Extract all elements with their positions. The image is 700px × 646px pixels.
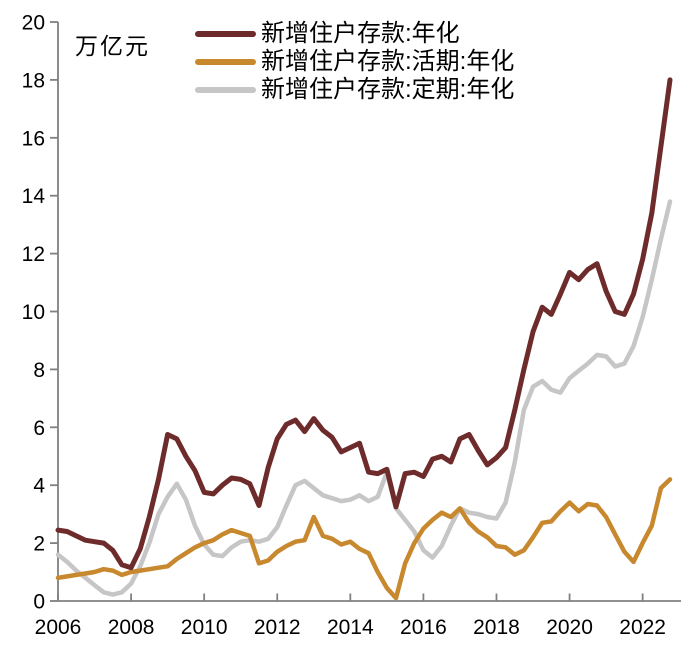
- x-tick-label: 2020: [546, 616, 593, 639]
- y-tick-label: 12: [22, 243, 45, 266]
- y-tick-label: 6: [33, 417, 45, 440]
- x-tick-label: 2016: [400, 616, 447, 639]
- x-tick-label: 2010: [181, 616, 228, 639]
- x-tick-label: 2014: [327, 616, 374, 639]
- x-tick-label: 2018: [473, 616, 520, 639]
- x-tick-label: 2022: [619, 616, 666, 639]
- y-tick-label: 8: [33, 359, 45, 382]
- legend-label-annual: 新增住户存款:年化: [261, 20, 460, 47]
- legend-line-swatch-demand: [195, 59, 256, 65]
- legend-item-time: 新增住户存款:定期:年化: [195, 76, 514, 104]
- x-tick-label: 2006: [35, 616, 82, 639]
- series-line-0: [55, 77, 673, 571]
- legend-line-swatch-annual: [195, 31, 256, 37]
- y-tick-label: 20: [22, 12, 45, 35]
- y-tick-label: 2: [33, 533, 45, 556]
- legend: 新增住户存款:年化 新增住户存款:活期:年化 新增住户存款:定期:年化: [195, 20, 514, 104]
- legend-item-demand: 新增住户存款:活期:年化: [195, 48, 514, 76]
- y-tick-label: 4: [33, 475, 45, 498]
- x-tick-label: 2008: [108, 616, 155, 639]
- y-tick-label: 0: [33, 591, 45, 614]
- series-line-1: [55, 477, 673, 601]
- series-line-2: [55, 199, 673, 597]
- y-tick-label: 16: [22, 127, 45, 150]
- legend-label-demand: 新增住户存款:活期:年化: [261, 48, 515, 75]
- y-tick-label: 10: [22, 301, 45, 324]
- y-axis-unit-label: 万亿元: [75, 33, 150, 59]
- legend-item-annual: 新增住户存款:年化: [195, 20, 514, 48]
- y-tick-label: 18: [22, 69, 45, 92]
- y-tick-label: 14: [22, 185, 46, 208]
- x-tick-label: 2012: [254, 616, 301, 639]
- legend-label-time: 新增住户存款:定期:年化: [261, 76, 515, 103]
- legend-line-swatch-time: [195, 87, 256, 93]
